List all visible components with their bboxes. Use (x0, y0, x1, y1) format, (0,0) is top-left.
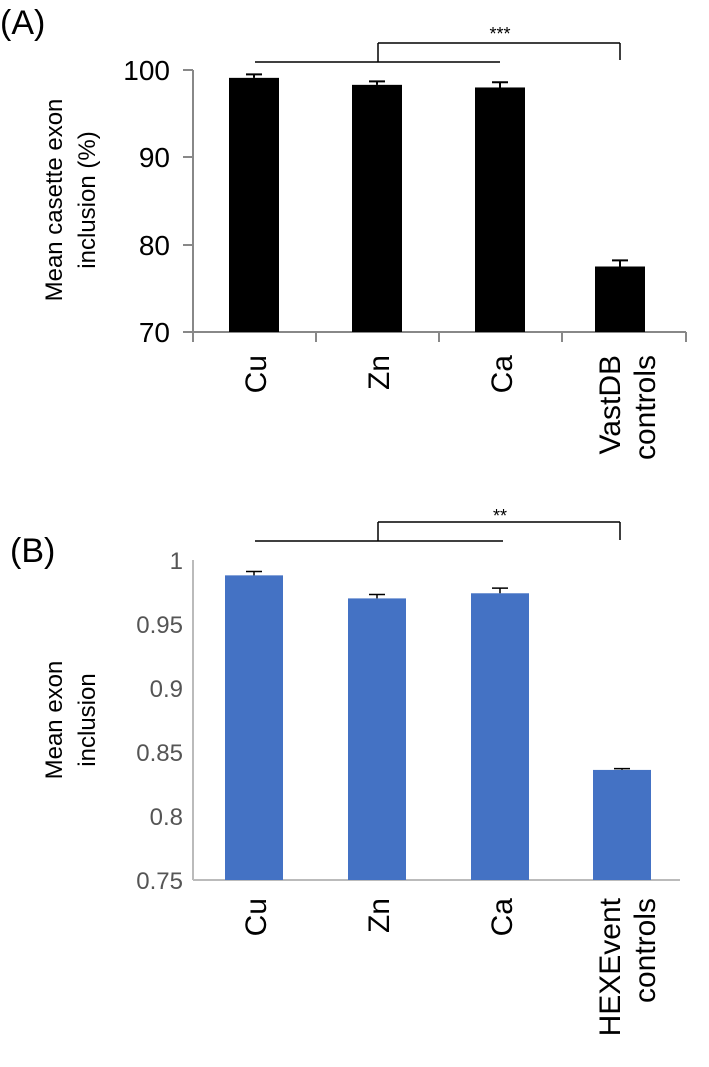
y-axis-label-a: Mean casette exon inclusion (%) (41, 99, 101, 302)
category-label-b-control-line-1: HEXEvent (594, 897, 627, 1036)
bar-b-cu (225, 575, 283, 880)
bar-a-cu (229, 77, 279, 332)
category-label-b-ca: Ca (486, 898, 519, 937)
panel-label-b: (B) (10, 532, 55, 570)
y-axis-label-b-line-2: inclusion (74, 673, 101, 766)
bar-b-control (593, 769, 651, 880)
y-ticks-b: 0.75 0.8 0.85 0.9 0.95 1 (136, 548, 183, 895)
category-label-b-control-line-2: controls (629, 898, 662, 1003)
y-tick-label-b-1: 0.75 (136, 868, 183, 895)
y-axis-label-a-line-2: inclusion (%) (74, 131, 101, 268)
y-tick-label-a-3: 90 (139, 142, 170, 173)
significance-label-b: ** (493, 506, 507, 526)
y-tick-label-a-1: 70 (139, 317, 170, 348)
error-bar-a-ca (492, 81, 508, 88)
error-bar-a-control (612, 259, 628, 267)
panel-label-a: (A) (0, 4, 45, 42)
y-tick-label-b-6: 1 (170, 548, 183, 575)
significance-bracket-b (255, 521, 621, 542)
category-label-a-zn: Zn (363, 355, 396, 390)
y-tick-label-b-2: 0.8 (150, 804, 183, 831)
bars-a (229, 77, 645, 332)
panel-b: (B) Mean exon inclusion 0.75 0.8 0.85 0.… (10, 506, 680, 1036)
category-labels-a: Cu Zn Ca VastDB controls (240, 355, 662, 460)
y-tick-label-a-4: 100 (123, 55, 170, 86)
error-bar-a-zn (369, 80, 385, 85)
bar-b-zn (348, 598, 406, 880)
significance-label-a: *** (489, 24, 510, 44)
y-tick-label-b-4: 0.9 (150, 676, 183, 703)
y-ticks-a: 70 80 90 100 (123, 55, 193, 348)
error-bars-a (246, 73, 628, 267)
category-label-a-control-line-2: controls (629, 355, 662, 460)
category-label-a-control-line-1: VastDB (594, 355, 627, 454)
y-axis-label-a-line-1: Mean casette exon (41, 99, 68, 302)
error-bar-b-zn (369, 593, 385, 599)
error-bar-b-cu (246, 570, 262, 576)
y-tick-label-b-5: 0.95 (136, 612, 183, 639)
significance-bracket-a (255, 42, 621, 63)
bar-a-ca (475, 87, 525, 332)
category-label-a-cu: Cu (240, 355, 273, 393)
bar-a-zn (352, 84, 402, 332)
y-tick-label-b-3: 0.85 (136, 740, 183, 767)
category-labels-b: Cu Zn Ca HEXEvent controls (240, 897, 662, 1036)
y-axis-label-b-line-1: Mean exon (41, 661, 68, 780)
y-tick-label-a-2: 80 (139, 230, 170, 261)
category-label-b-zn: Zn (363, 898, 396, 933)
bar-a-control (595, 266, 645, 332)
category-label-b-cu: Cu (240, 898, 273, 936)
x-ticks-a (192, 332, 687, 342)
error-bars-b (246, 570, 630, 770)
category-label-a-ca: Ca (486, 355, 519, 394)
error-bar-a-cu (246, 73, 262, 78)
y-axis-label-b: Mean exon inclusion (41, 661, 101, 780)
bar-b-ca (471, 593, 529, 880)
error-bar-b-ca (492, 587, 508, 594)
error-bar-b-control (614, 767, 630, 770)
panel-a: (A) Mean casette exon inclusion (%) 70 8… (0, 4, 687, 460)
bars-b (225, 575, 651, 880)
